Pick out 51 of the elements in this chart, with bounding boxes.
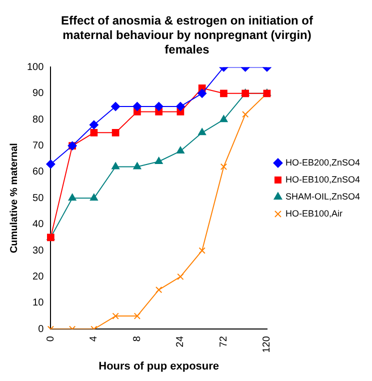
text: Effect of anosmia & estrogen on initiation of [60, 14, 314, 28]
point [133, 162, 142, 170]
x-tick-label: 0 [45, 336, 56, 342]
legend-label: SHAM-OIL,ZnSO4 [285, 191, 360, 202]
point [154, 156, 163, 164]
y-tick-label: 10 [32, 298, 44, 309]
point [134, 312, 141, 320]
point [220, 115, 228, 122]
x-tick-label: 4 [88, 336, 100, 342]
y-tick-label: 60 [32, 166, 44, 178]
point [132, 102, 142, 111]
point [198, 88, 207, 98]
point [176, 146, 184, 154]
point [89, 120, 98, 130]
y-tick-label: 90 [32, 88, 44, 100]
point [90, 194, 98, 201]
y-tick-label: 30 [32, 245, 44, 256]
point [176, 102, 185, 111]
text: maternal behaviour by nonpregnant (virgin) [62, 28, 312, 42]
point [156, 286, 162, 294]
legend-label: HO-EB100,ZnSO4 [285, 174, 360, 184]
legend-label: HO-EB200,ZnSO4 [285, 157, 360, 168]
point [112, 162, 120, 170]
point [242, 111, 249, 118]
legend-label: HO-EB100,Air [285, 208, 342, 218]
point [198, 247, 206, 254]
y-tick-label: 0 [38, 324, 44, 335]
point [111, 102, 120, 111]
point [68, 194, 76, 201]
y-tick-label: 100 [26, 62, 44, 73]
point [112, 312, 119, 320]
y-tick-label: 70 [32, 140, 44, 152]
y-axis-title: Cumulative % maternal [8, 142, 20, 254]
x-axis-title: Hours of pup exposure [98, 360, 220, 372]
x-tick-label: 72 [218, 336, 230, 348]
y-tick-label: 80 [32, 114, 44, 126]
point [177, 273, 184, 280]
point [198, 128, 206, 136]
y-tick-label: 20 [32, 271, 44, 282]
point [46, 160, 56, 169]
point [90, 128, 98, 136]
x-tick-label: 8 [132, 336, 143, 342]
text: females [164, 42, 210, 56]
point [112, 128, 120, 136]
point [220, 90, 228, 98]
point [154, 102, 164, 111]
y-tick-label: 50 [32, 192, 44, 204]
x-tick-label: 24 [175, 336, 186, 348]
x-tick-label: 120 [262, 336, 273, 353]
point [220, 163, 228, 170]
y-tick-label: 40 [32, 219, 44, 230]
